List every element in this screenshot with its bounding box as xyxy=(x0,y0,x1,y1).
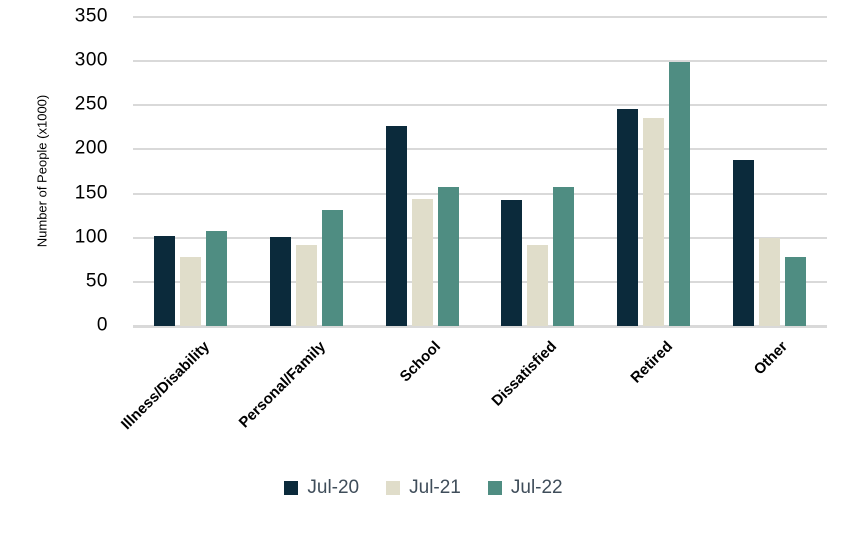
legend-item-jul-22: Jul-22 xyxy=(487,477,563,499)
legend-swatch-icon xyxy=(284,481,299,495)
bar-jul-20-dissatisfied xyxy=(501,199,523,326)
legend-item-jul-21: Jul-21 xyxy=(386,477,461,499)
legend-swatch-icon xyxy=(487,481,502,495)
y-axis-title: Number of People (x1000) xyxy=(34,94,50,248)
bar-jul-22-school xyxy=(437,187,459,326)
y-tick-label: 100 xyxy=(74,226,108,248)
bar-jul-21-school xyxy=(411,198,433,326)
gridline xyxy=(133,60,827,63)
y-tick-label: 0 xyxy=(96,314,108,336)
gridline xyxy=(133,280,827,283)
y-tick-label: 350 xyxy=(74,5,108,27)
legend-swatch-icon xyxy=(386,481,401,495)
bar-jul-21-other xyxy=(758,237,780,326)
bar-jul-22-personal-family xyxy=(322,210,343,326)
bar-jul-20-other xyxy=(732,160,754,326)
y-tick-label: 50 xyxy=(85,270,108,292)
gridline xyxy=(133,236,827,239)
y-tick-label: 200 xyxy=(74,137,108,159)
gridline xyxy=(133,104,827,107)
gridline xyxy=(133,148,827,151)
bar-jul-20-personal-family xyxy=(270,236,291,326)
bar-jul-21-personal-family xyxy=(296,244,317,326)
gridline xyxy=(133,325,827,328)
y-tick-label: 300 xyxy=(74,49,108,71)
bar-jul-20-retired xyxy=(617,108,638,326)
bar-jul-20-illness-disability xyxy=(154,235,176,326)
legend-label: Jul-21 xyxy=(409,477,461,498)
bar-jul-22-other xyxy=(784,257,806,326)
legend: Jul-20 Jul-21 Jul-22 xyxy=(0,477,847,499)
legend-item-jul-20: Jul-20 xyxy=(284,477,359,499)
legend-label: Jul-22 xyxy=(510,477,563,498)
bar-jul-21-retired xyxy=(643,117,664,326)
bar-jul-21-illness-disability xyxy=(180,257,202,326)
bar-jul-22-dissatisfied xyxy=(553,187,575,326)
bar-jul-22-retired xyxy=(669,62,690,326)
bar-jul-21-dissatisfied xyxy=(527,244,549,326)
bar-jul-20-school xyxy=(385,125,407,326)
bar-jul-22-illness-disability xyxy=(206,230,228,326)
legend-label: Jul-20 xyxy=(307,477,360,498)
gridline xyxy=(133,192,827,195)
y-tick-label: 150 xyxy=(74,182,108,204)
gridline xyxy=(133,16,827,18)
y-tick-label: 250 xyxy=(74,93,108,115)
